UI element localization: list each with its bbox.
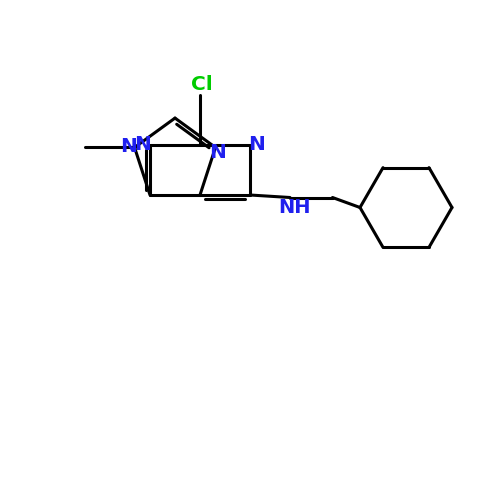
Text: NH: NH (279, 198, 311, 217)
Text: N: N (134, 134, 152, 154)
Text: N: N (248, 134, 266, 154)
Text: N: N (209, 143, 226, 162)
Text: N: N (120, 137, 137, 156)
Text: Cl: Cl (191, 76, 213, 94)
